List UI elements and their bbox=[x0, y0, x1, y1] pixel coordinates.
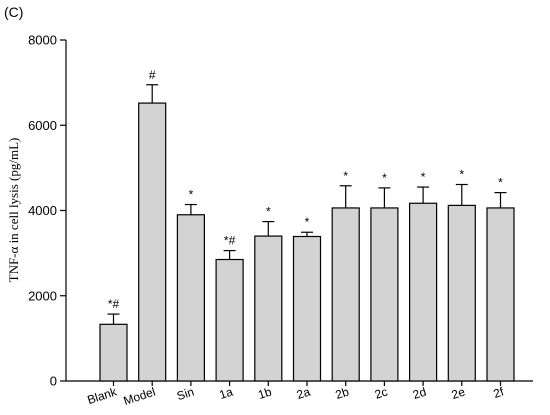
x-tick-label: 1b bbox=[256, 384, 273, 402]
x-tick-label: 2c bbox=[373, 385, 389, 402]
significance-marker: # bbox=[149, 68, 156, 82]
significance-marker: * bbox=[459, 167, 464, 181]
y-axis-title: TNF-α in cell lysis (pg/mL) bbox=[6, 138, 21, 283]
bar-sin bbox=[176, 214, 205, 382]
y-ticks: 0 2000 4000 6000 8000 bbox=[28, 33, 66, 389]
significance-marker: *# bbox=[224, 234, 236, 248]
bar-2c bbox=[370, 207, 399, 382]
x-tick-label: 1a bbox=[217, 384, 234, 402]
significance-marker: * bbox=[189, 188, 194, 202]
bar-2f bbox=[486, 207, 515, 382]
bar-2b bbox=[331, 207, 360, 382]
y-tick-label: 8000 bbox=[28, 33, 57, 48]
significance-marker: * bbox=[498, 176, 503, 190]
y-tick-label: 4000 bbox=[28, 203, 57, 218]
significance-marker: * bbox=[305, 215, 310, 229]
x-tick-label: 2a bbox=[295, 384, 312, 402]
bar-2d bbox=[409, 202, 438, 382]
significance-marker: * bbox=[421, 170, 426, 184]
x-tick-label: 2b bbox=[334, 384, 351, 402]
x-tick-label: Sin bbox=[175, 385, 196, 404]
significance-marker: * bbox=[382, 171, 387, 185]
y-tick-label: 6000 bbox=[28, 118, 57, 133]
y-tick-label: 0 bbox=[50, 374, 57, 389]
x-tick-label: Model bbox=[122, 385, 157, 408]
bar-1a bbox=[215, 258, 244, 382]
y-tick-label: 2000 bbox=[28, 288, 57, 303]
significance-marker: * bbox=[266, 205, 271, 219]
x-tick-label: 2f bbox=[492, 384, 506, 401]
x-tick-label: Blank bbox=[86, 384, 120, 407]
x-tick-label: 2e bbox=[450, 384, 467, 402]
x-tick-label: 2d bbox=[411, 385, 428, 402]
significance-marker: * bbox=[343, 169, 348, 183]
significance-marker: *# bbox=[108, 297, 120, 311]
bar-model bbox=[138, 102, 167, 382]
bars: *# # * *# * * * * * * * bbox=[99, 68, 515, 382]
panel-label: (C) bbox=[4, 4, 24, 20]
x-ticks: Blank Model Sin 1a 1b 2a 2b 2c 2d 2e 2f bbox=[86, 381, 506, 408]
bar-blank bbox=[99, 323, 128, 382]
bar-1b bbox=[254, 235, 283, 382]
bar-2a bbox=[292, 235, 322, 382]
bar-2e bbox=[447, 204, 476, 382]
